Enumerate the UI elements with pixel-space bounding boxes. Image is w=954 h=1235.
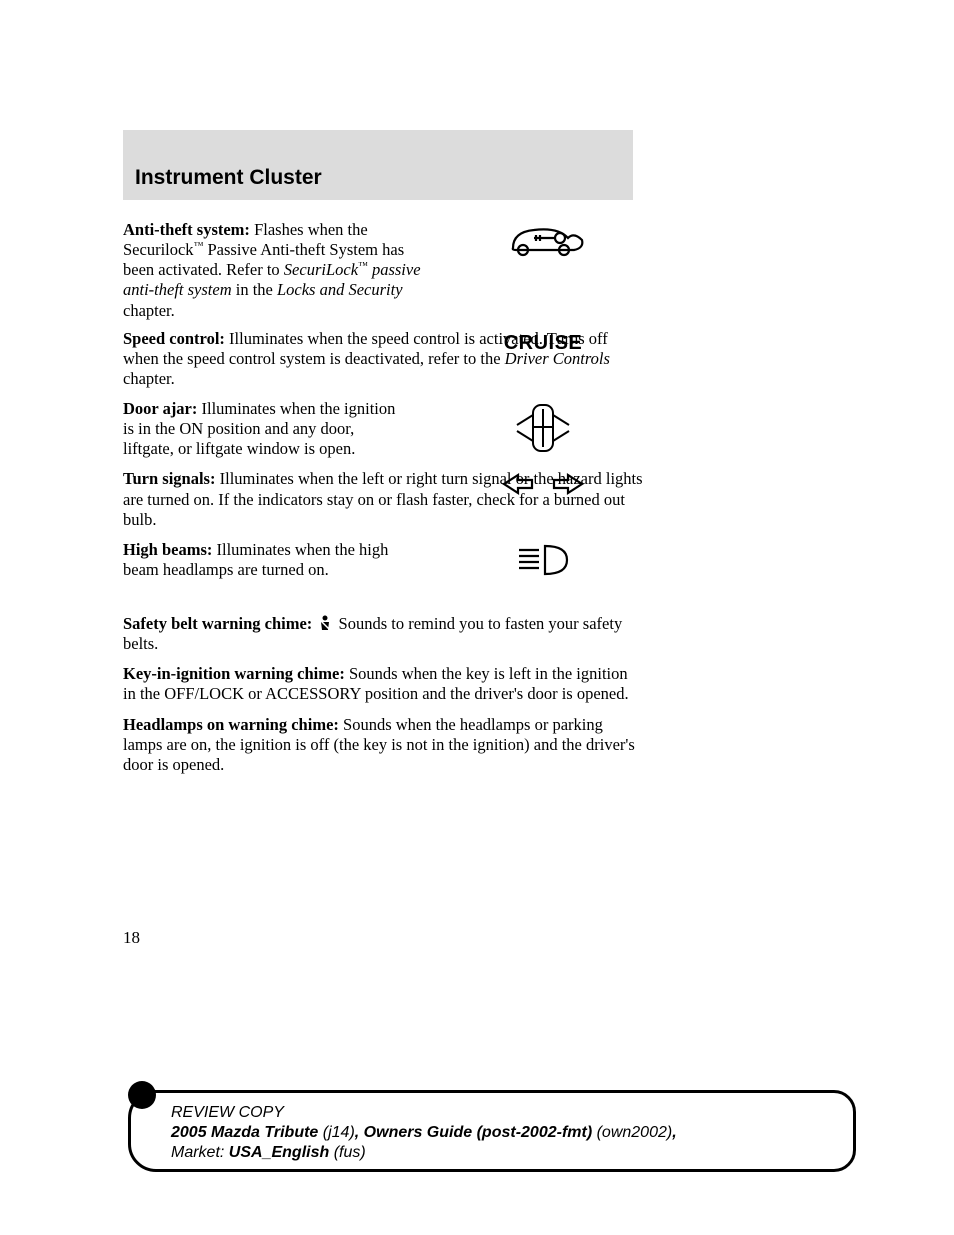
label: Anti-theft system:	[123, 220, 250, 239]
label: Headlamps on warning chime:	[123, 715, 339, 734]
high-beam-icon	[463, 540, 623, 580]
label: Door ajar:	[123, 399, 197, 418]
text: chapter.	[123, 301, 175, 320]
reg-mark: ™	[358, 261, 368, 272]
section-header-bar: Instrument Cluster	[123, 130, 633, 200]
cruise-text: CRUISE	[504, 331, 583, 355]
body-content: Anti-theft system: Flashes when the Secu…	[123, 220, 643, 775]
italic: Locks and Security	[277, 280, 403, 299]
para-anti-theft: Anti-theft system: Flashes when the Secu…	[123, 220, 423, 321]
label: Safety belt warning chime:	[123, 614, 312, 633]
t: Market:	[171, 1144, 229, 1161]
para-key-chime: Key-in-ignition warning chime: Sounds wh…	[123, 664, 643, 704]
section-title: Instrument Cluster	[135, 166, 322, 190]
para-headlamps-chime: Headlamps on warning chime: Sounds when …	[123, 715, 643, 775]
footer-tab-decoration	[128, 1081, 156, 1109]
footer-line1: REVIEW COPY	[171, 1103, 677, 1123]
reg-mark: ™	[194, 241, 204, 252]
cruise-label-icon: CRUISE	[463, 331, 623, 355]
text: in the	[232, 280, 277, 299]
text: chapter.	[123, 369, 175, 388]
t: Owners Guide (post-2002-fmt)	[364, 1124, 597, 1141]
label: Turn signals:	[123, 469, 215, 488]
para-high-beams: High beams: Illuminates when the high be…	[123, 540, 413, 580]
footer-line3: Market: USA_English (fus)	[171, 1143, 677, 1163]
seatbelt-person-icon	[316, 614, 334, 632]
footer-text: REVIEW COPY 2005 Mazda Tribute (j14), Ow…	[171, 1103, 677, 1163]
car-key-icon	[463, 218, 623, 260]
footer-box: REVIEW COPY 2005 Mazda Tribute (j14), Ow…	[128, 1090, 856, 1172]
turn-signal-arrows-icon	[463, 467, 623, 501]
t: (fus)	[334, 1144, 366, 1161]
label: Key-in-ignition warning chime:	[123, 664, 345, 683]
t: 2005 Mazda Tribute	[171, 1124, 323, 1141]
footer-line2: 2005 Mazda Tribute (j14), Owners Guide (…	[171, 1123, 677, 1143]
t: (j14)	[323, 1124, 355, 1141]
t: ,	[355, 1124, 364, 1141]
t: USA_English	[229, 1144, 334, 1161]
t: (own2002)	[597, 1124, 673, 1141]
label: High beams:	[123, 540, 212, 559]
italic: SecuriLock	[284, 260, 358, 279]
door-ajar-icon	[463, 399, 623, 457]
label: Speed control:	[123, 329, 225, 348]
para-speed-control: CRUISE Speed control: Illuminates when t…	[123, 329, 643, 389]
page-number: 18	[123, 928, 140, 948]
para-door-ajar: Door ajar: Illuminates when the ignition…	[123, 399, 403, 459]
para-safety-belt: Safety belt warning chime: Sounds to rem…	[123, 614, 643, 654]
t: ,	[672, 1124, 676, 1141]
page-content: Instrument Cluster Anti-theft system: Fl…	[123, 130, 833, 785]
para-turn-signals: Turn signals: Illuminates when the left …	[123, 469, 643, 529]
